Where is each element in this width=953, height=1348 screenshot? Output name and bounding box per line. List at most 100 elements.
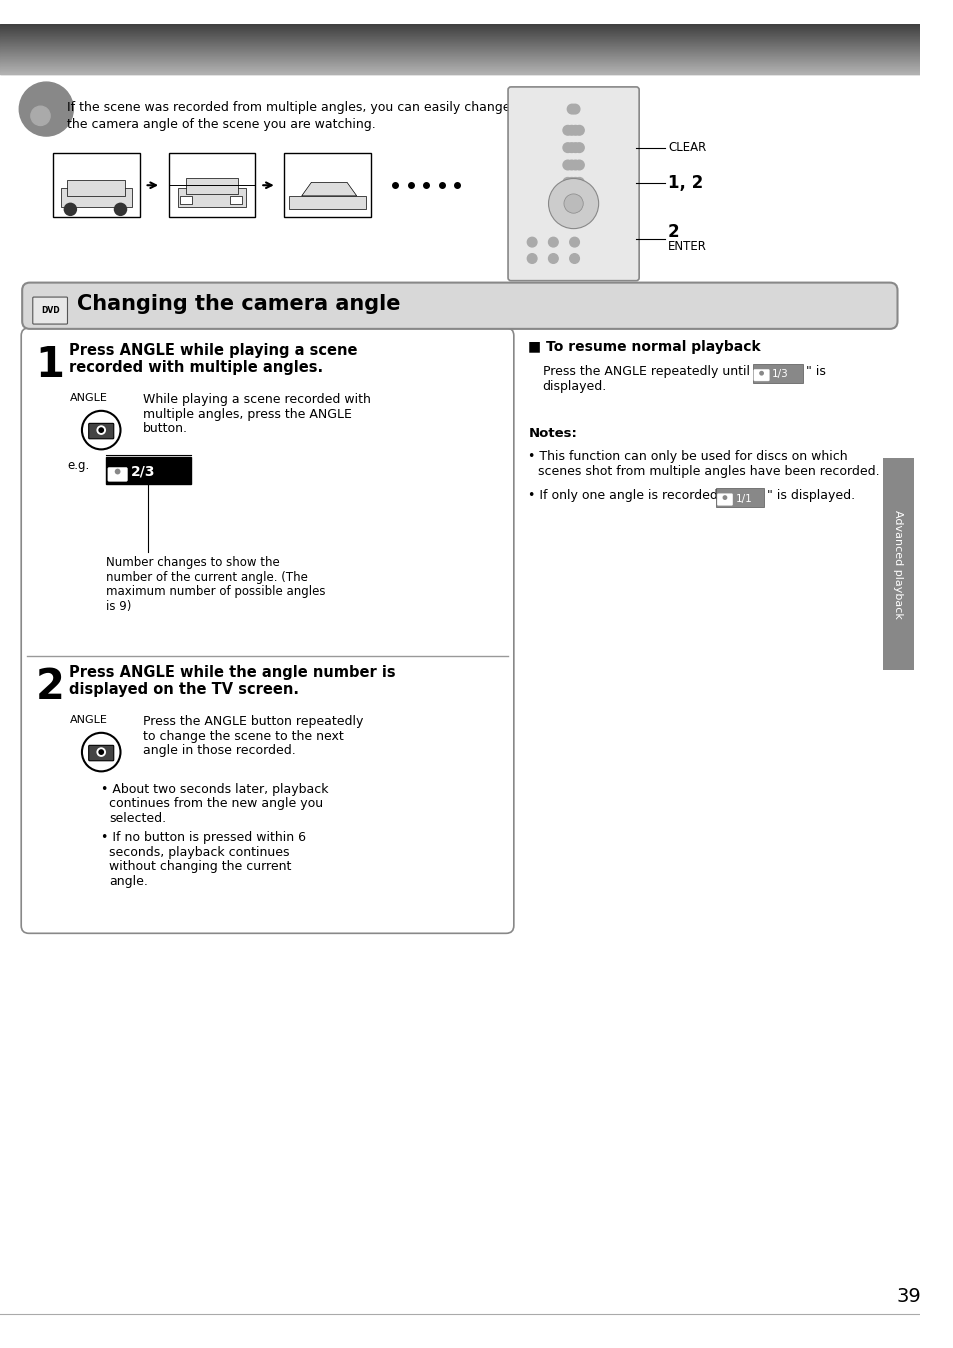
Text: to change the scene to the next: to change the scene to the next [143, 729, 343, 743]
Circle shape [570, 160, 579, 170]
Bar [231, 195, 242, 204]
Text: CLEAR: CLEAR [667, 142, 705, 154]
Circle shape [548, 237, 558, 247]
Text: without changing the current: without changing the current [109, 860, 291, 874]
Circle shape [574, 143, 583, 152]
Text: " is displayed.: " is displayed. [766, 489, 855, 501]
FancyBboxPatch shape [753, 369, 768, 381]
Circle shape [114, 469, 120, 474]
Circle shape [96, 425, 106, 435]
Polygon shape [301, 182, 356, 195]
Text: While playing a scene recorded with: While playing a scene recorded with [143, 394, 370, 407]
Text: Number changes to show the: Number changes to show the [106, 557, 279, 569]
FancyBboxPatch shape [22, 283, 897, 329]
Text: 1: 1 [35, 344, 65, 387]
Circle shape [567, 104, 577, 113]
Text: Press ANGLE while the angle number is: Press ANGLE while the angle number is [70, 666, 395, 681]
Text: ANGLE: ANGLE [70, 394, 107, 403]
Text: 2: 2 [35, 666, 65, 708]
Circle shape [96, 747, 106, 758]
FancyBboxPatch shape [108, 468, 127, 481]
Circle shape [570, 125, 579, 135]
Text: scenes shot from multiple angles have been recorded.: scenes shot from multiple angles have be… [537, 465, 879, 477]
Circle shape [30, 106, 51, 125]
Circle shape [82, 411, 120, 449]
Text: displayed on the TV screen.: displayed on the TV screen. [70, 682, 299, 697]
Circle shape [113, 202, 127, 216]
FancyBboxPatch shape [21, 328, 514, 933]
Bar [169, 154, 255, 217]
Text: 2: 2 [667, 222, 679, 240]
Circle shape [570, 143, 579, 152]
Bar [61, 189, 132, 208]
Circle shape [566, 160, 576, 170]
Text: 1/1: 1/1 [735, 493, 752, 504]
Bar [186, 178, 238, 194]
Circle shape [721, 495, 726, 500]
Bar [180, 195, 192, 204]
Text: DVD: DVD [41, 306, 59, 315]
Bar [68, 181, 125, 195]
Bar [106, 457, 191, 484]
Circle shape [569, 237, 578, 247]
Text: angle in those recorded.: angle in those recorded. [143, 744, 295, 758]
Circle shape [19, 82, 73, 136]
Circle shape [98, 749, 104, 755]
Text: Advanced playback: Advanced playback [893, 510, 902, 619]
Circle shape [562, 160, 572, 170]
Text: • If only one angle is recorded, ": • If only one angle is recorded, " [528, 489, 731, 501]
Text: displayed.: displayed. [542, 380, 606, 394]
Bar [882, 458, 913, 670]
Circle shape [570, 178, 579, 187]
Text: " is: " is [805, 364, 825, 377]
Circle shape [527, 253, 537, 263]
Text: the camera angle of the scene you are watching.: the camera angle of the scene you are wa… [68, 117, 375, 131]
Circle shape [82, 733, 120, 771]
Bar [178, 189, 246, 208]
Circle shape [527, 237, 537, 247]
FancyBboxPatch shape [89, 423, 113, 439]
Circle shape [562, 143, 572, 152]
FancyBboxPatch shape [508, 86, 639, 280]
Text: • This function can only be used for discs on which: • This function can only be used for dis… [528, 450, 847, 464]
Text: ■ To resume normal playback: ■ To resume normal playback [528, 341, 760, 355]
Text: continues from the new angle you: continues from the new angle you [109, 798, 323, 810]
Text: maximum number of possible angles: maximum number of possible angles [106, 585, 325, 599]
Bar [752, 364, 802, 383]
Circle shape [548, 253, 558, 263]
Text: 2/3: 2/3 [131, 465, 155, 479]
Circle shape [566, 143, 576, 152]
Bar [284, 154, 371, 217]
Text: Notes:: Notes: [528, 427, 577, 441]
Text: multiple angles, press the ANGLE: multiple angles, press the ANGLE [143, 408, 352, 421]
Text: selected.: selected. [109, 811, 166, 825]
Circle shape [566, 178, 576, 187]
Circle shape [562, 125, 572, 135]
FancyBboxPatch shape [89, 745, 113, 760]
Text: seconds, playback continues: seconds, playback continues [109, 845, 289, 859]
Circle shape [64, 202, 77, 216]
Text: recorded with multiple angles.: recorded with multiple angles. [70, 360, 323, 375]
Circle shape [574, 160, 583, 170]
Bar [53, 154, 140, 217]
Text: ANGLE: ANGLE [70, 716, 107, 725]
Text: is 9): is 9) [106, 600, 132, 613]
Text: • About two seconds later, playback: • About two seconds later, playback [101, 783, 329, 795]
Polygon shape [289, 195, 366, 209]
Circle shape [569, 253, 578, 263]
Text: number of the current angle. (The: number of the current angle. (The [106, 570, 308, 584]
Text: angle.: angle. [109, 875, 148, 887]
Text: Press ANGLE while playing a scene: Press ANGLE while playing a scene [70, 344, 357, 359]
Text: • If no button is pressed within 6: • If no button is pressed within 6 [101, 832, 306, 844]
Text: Press the ANGLE repeatedly until the ": Press the ANGLE repeatedly until the " [542, 364, 783, 377]
Circle shape [562, 178, 572, 187]
Text: button.: button. [143, 422, 188, 435]
Text: 39: 39 [896, 1287, 921, 1306]
Text: ENTER: ENTER [667, 240, 706, 253]
Text: Changing the camera angle: Changing the camera angle [77, 294, 400, 314]
Circle shape [574, 125, 583, 135]
FancyBboxPatch shape [717, 493, 732, 506]
Circle shape [570, 104, 579, 113]
Circle shape [759, 371, 763, 376]
Text: 1/3: 1/3 [771, 369, 788, 379]
